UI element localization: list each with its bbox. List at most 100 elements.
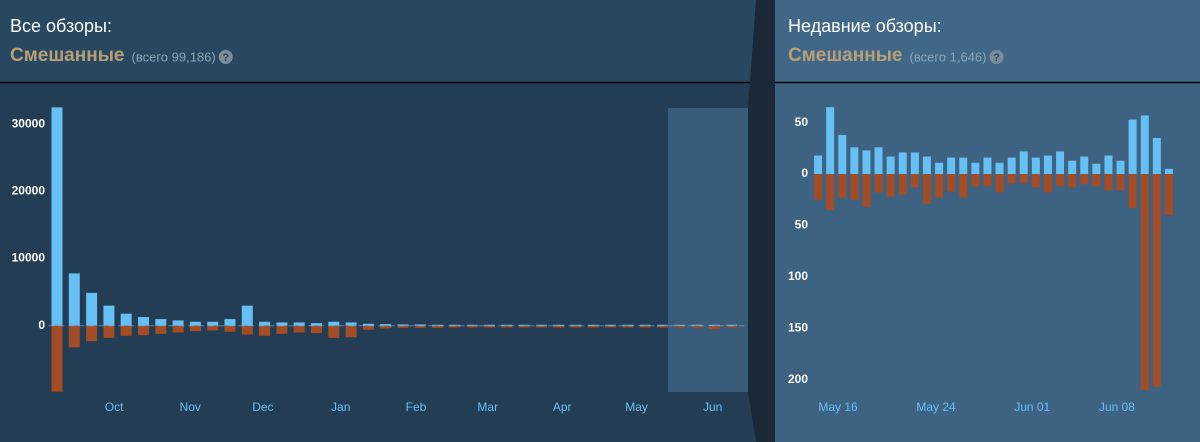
x-tick-label: May 24 <box>916 400 956 414</box>
bar <box>535 324 547 326</box>
bar <box>345 322 357 326</box>
bar <box>838 134 847 175</box>
bar <box>68 273 80 326</box>
bar <box>657 325 668 328</box>
bar <box>155 319 167 326</box>
bar <box>1092 174 1101 187</box>
bar <box>639 325 651 328</box>
bar <box>983 174 992 187</box>
bar <box>276 325 288 334</box>
bar <box>959 157 968 175</box>
bar <box>1043 174 1052 193</box>
bar <box>605 324 617 326</box>
bar <box>449 325 461 328</box>
bar <box>674 324 686 326</box>
bar <box>120 313 132 326</box>
y-tick-label: 0 <box>38 318 45 332</box>
bar <box>189 321 201 326</box>
bar <box>850 147 859 175</box>
bar <box>311 325 322 334</box>
bar <box>995 162 1004 175</box>
bar <box>380 324 392 326</box>
bar <box>155 325 167 334</box>
y-tick-label: 50 <box>795 218 809 232</box>
bar <box>657 324 668 326</box>
review-total: (всего 1,646) <box>910 49 987 64</box>
bar <box>1092 163 1101 175</box>
bar <box>874 174 883 193</box>
left-header <box>0 0 756 82</box>
bar <box>138 317 149 326</box>
bar <box>259 325 271 336</box>
bar <box>432 324 444 326</box>
x-tick-label: Jun <box>703 400 722 414</box>
x-tick-label: Jun 08 <box>1099 400 1135 414</box>
bar <box>224 319 236 326</box>
bar <box>380 325 392 329</box>
bar <box>1056 151 1065 175</box>
x-tick-label: May 16 <box>818 400 858 414</box>
bar <box>935 174 944 198</box>
bar <box>1080 174 1089 185</box>
bar <box>605 325 617 328</box>
bar <box>276 322 288 326</box>
bar <box>971 162 980 175</box>
bar <box>708 325 720 330</box>
bar <box>1080 156 1089 175</box>
x-tick-label: Jun 01 <box>1014 400 1050 414</box>
bar <box>935 162 944 175</box>
bar <box>172 325 184 333</box>
bar <box>826 107 835 175</box>
bar <box>293 325 305 333</box>
x-tick-label: Mar <box>477 400 498 414</box>
bar <box>814 174 823 200</box>
bar <box>1068 160 1077 175</box>
bar <box>983 157 992 175</box>
y-tick-label: 200 <box>788 372 808 386</box>
bar <box>838 174 847 198</box>
bar <box>207 325 219 331</box>
bar <box>947 174 956 192</box>
y-tick-label: 0 <box>801 166 808 180</box>
bar <box>1068 174 1077 188</box>
bar <box>86 292 98 326</box>
bar <box>862 150 871 175</box>
bar <box>328 321 340 326</box>
y-tick-label: 100 <box>788 269 808 283</box>
bar <box>328 325 340 338</box>
bar <box>553 324 565 326</box>
panel-title: Недавние обзоры: <box>788 16 942 36</box>
bar <box>898 152 907 175</box>
bar <box>622 325 634 328</box>
bar <box>449 324 461 326</box>
bar <box>518 325 530 328</box>
recent-range-highlight <box>668 108 748 392</box>
bar <box>1140 115 1149 175</box>
bar <box>874 147 883 175</box>
rating: Смешанные <box>10 45 125 66</box>
bar <box>726 324 738 326</box>
bar <box>850 174 859 200</box>
bar <box>345 325 357 338</box>
bar <box>587 324 599 326</box>
bar <box>501 325 513 328</box>
rating: Смешанные <box>788 45 903 66</box>
bar <box>922 174 931 204</box>
bar <box>362 325 374 330</box>
x-tick-label: Dec <box>252 400 273 414</box>
bar <box>484 325 495 328</box>
bar <box>886 174 895 197</box>
bar <box>51 107 63 326</box>
bar <box>898 174 907 195</box>
x-tick-label: May <box>625 400 648 414</box>
bar <box>103 325 115 338</box>
bar <box>1140 174 1149 390</box>
bar <box>971 174 980 187</box>
x-tick-label: Jan <box>331 400 350 414</box>
bar <box>293 322 305 326</box>
help-icon: ? <box>993 52 1000 64</box>
bar <box>535 325 547 328</box>
bar <box>922 156 931 175</box>
y-tick-label: 50 <box>795 115 809 129</box>
